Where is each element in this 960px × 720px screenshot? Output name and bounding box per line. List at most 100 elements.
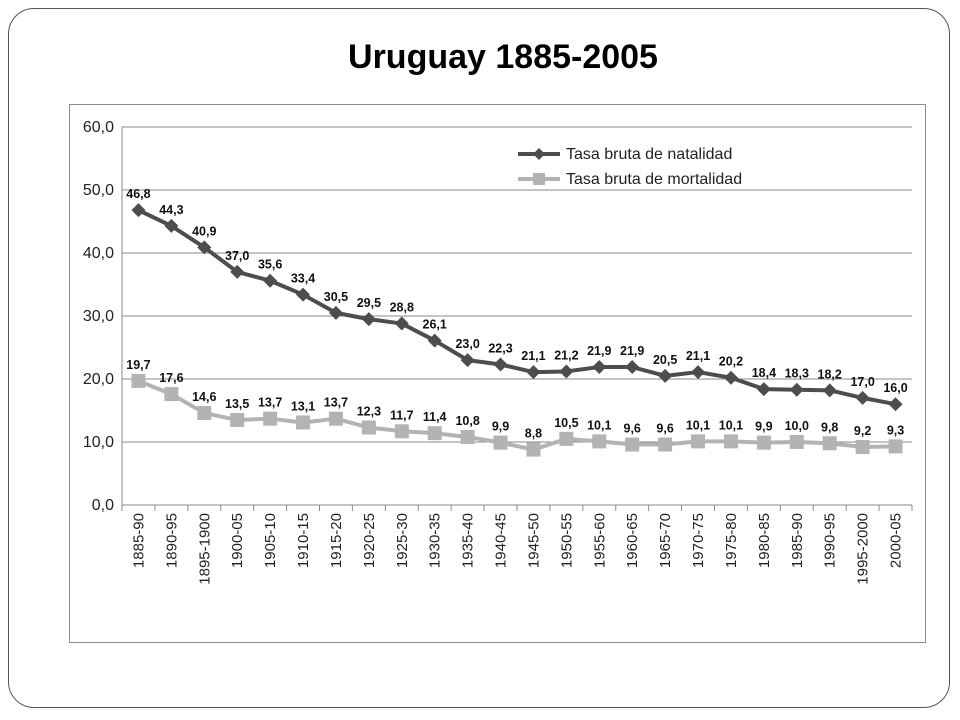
x-tick-label: 1945-50 xyxy=(525,513,542,568)
x-tick-label: 1920-25 xyxy=(361,513,378,568)
data-point xyxy=(230,412,245,427)
data-point xyxy=(592,360,607,375)
y-tick-label: 0,0 xyxy=(92,497,114,514)
data-point xyxy=(164,218,179,233)
x-tick-label: 1905-10 xyxy=(262,513,279,568)
data-point xyxy=(394,316,409,331)
data-label: 20,5 xyxy=(653,353,677,367)
data-label: 21,2 xyxy=(554,348,578,362)
data-label: 9,9 xyxy=(492,420,509,434)
x-tick-label: 1975-80 xyxy=(723,513,740,568)
y-axis: 0,0 10,0 20,0 30,0 40,0 50,0 60,0 xyxy=(83,119,123,514)
x-tick-label: 1895-1900 xyxy=(196,513,213,585)
x-tick-label: 1885-90 xyxy=(130,513,147,568)
data-point xyxy=(296,415,311,430)
x-tick-label: 1950-55 xyxy=(558,513,575,568)
data-label: 21,1 xyxy=(521,349,545,363)
y-tick-label: 10,0 xyxy=(83,434,114,451)
data-label: 29,5 xyxy=(357,296,381,310)
data-point xyxy=(164,387,179,402)
x-tick-label: 1990-95 xyxy=(822,513,839,568)
data-point xyxy=(723,434,738,449)
data-point xyxy=(131,373,146,388)
data-label: 8,8 xyxy=(525,427,542,441)
data-label: 10,1 xyxy=(686,418,710,432)
y-tick-label: 20,0 xyxy=(83,371,114,388)
data-label: 10,5 xyxy=(554,416,578,430)
data-label: 13,5 xyxy=(225,397,249,411)
x-tick-label: 1900-05 xyxy=(229,513,246,568)
data-label: 21,9 xyxy=(620,344,644,358)
data-label: 35,6 xyxy=(258,258,282,272)
legend-marker xyxy=(533,173,545,185)
x-tick-label: 1910-15 xyxy=(295,513,312,568)
data-label: 26,1 xyxy=(423,318,447,332)
data-point xyxy=(427,333,442,348)
data-point xyxy=(723,370,738,385)
data-point xyxy=(822,436,837,451)
data-point xyxy=(888,397,903,412)
legend-marker xyxy=(533,148,545,160)
chart-container: 0,0 10,0 20,0 30,0 40,0 50,0 60,0 1885-90 1890-… xyxy=(69,104,926,643)
x-tick-label: 1955-60 xyxy=(591,513,608,568)
data-point xyxy=(526,442,541,457)
data-point xyxy=(460,429,475,444)
data-label: 10,1 xyxy=(587,418,611,432)
data-point xyxy=(658,437,673,452)
data-label: 9,6 xyxy=(656,422,673,436)
x-tick-label: 1980-85 xyxy=(756,513,773,568)
data-point xyxy=(756,382,771,397)
x-tick-label: 1890-95 xyxy=(163,513,180,568)
y-tick-label: 60,0 xyxy=(83,119,114,136)
data-point xyxy=(592,434,607,449)
data-point xyxy=(394,424,409,439)
legend-label: Tasa bruta de natalidad xyxy=(566,146,732,163)
legend: Tasa bruta de natalidad Tasa bruta de mor… xyxy=(518,146,742,188)
data-point xyxy=(855,390,870,405)
data-point xyxy=(855,440,870,455)
x-tick-label: 1960-65 xyxy=(624,513,641,568)
data-point xyxy=(328,411,343,426)
data-label: 46,8 xyxy=(126,187,150,201)
series-group: 46,8 44,3 40,9 37,0 35,6 33,4 30,5 29,5 28,8 26,1… xyxy=(126,187,908,457)
y-tick-label: 50,0 xyxy=(83,182,114,199)
data-label: 17,0 xyxy=(850,375,874,389)
data-point xyxy=(625,437,640,452)
x-tick-label: 1915-20 xyxy=(328,513,345,568)
data-point xyxy=(526,365,541,380)
data-point xyxy=(625,360,640,375)
data-label: 11,7 xyxy=(390,408,414,422)
data-label: 10,1 xyxy=(719,418,743,432)
slide-title: Uruguay 1885-2005 xyxy=(348,38,658,76)
data-label: 44,3 xyxy=(159,203,183,217)
data-point xyxy=(197,406,212,421)
data-point xyxy=(328,305,343,320)
data-point xyxy=(263,411,278,426)
data-label: 12,3 xyxy=(357,405,381,419)
x-tick-label: 1940-45 xyxy=(493,513,510,568)
x-tick-label: 2000-05 xyxy=(888,513,905,568)
x-tick-label: 1925-30 xyxy=(394,513,411,568)
data-label: 17,6 xyxy=(159,371,183,385)
data-point xyxy=(493,435,508,450)
data-label: 40,9 xyxy=(192,224,216,238)
x-tick-label: 1965-70 xyxy=(657,513,674,568)
data-point xyxy=(230,264,245,279)
data-point xyxy=(131,203,146,218)
y-tick-label: 40,0 xyxy=(83,245,114,262)
x-tick-label: 1995-2000 xyxy=(855,513,872,585)
data-label: 18,4 xyxy=(752,366,776,380)
data-point xyxy=(427,426,442,441)
series-line xyxy=(137,208,896,407)
data-point xyxy=(559,431,574,446)
data-label: 13,7 xyxy=(324,396,348,410)
x-tick-label: 1930-35 xyxy=(427,513,444,568)
x-tick-label: 1970-75 xyxy=(690,513,707,568)
data-label: 21,9 xyxy=(587,344,611,358)
data-label: 33,4 xyxy=(291,272,315,286)
data-point xyxy=(756,435,771,450)
data-point xyxy=(822,383,837,398)
data-label: 9,2 xyxy=(854,424,871,438)
data-label: 18,2 xyxy=(818,367,842,381)
data-label: 11,4 xyxy=(423,410,447,424)
